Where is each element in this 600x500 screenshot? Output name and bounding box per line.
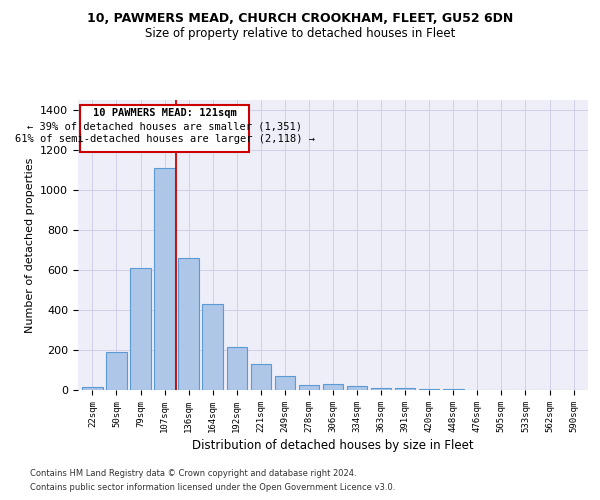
Bar xyxy=(371,388,391,390)
Text: 61% of semi-detached houses are larger (2,118) →: 61% of semi-detached houses are larger (… xyxy=(14,134,314,144)
Bar xyxy=(227,347,247,390)
FancyBboxPatch shape xyxy=(80,105,249,152)
X-axis label: Distribution of detached houses by size in Fleet: Distribution of detached houses by size … xyxy=(192,439,474,452)
Y-axis label: Number of detached properties: Number of detached properties xyxy=(25,158,35,332)
Bar xyxy=(275,376,295,390)
Bar xyxy=(323,384,343,390)
Bar xyxy=(106,352,127,390)
Text: Contains HM Land Registry data © Crown copyright and database right 2024.: Contains HM Land Registry data © Crown c… xyxy=(30,468,356,477)
Bar xyxy=(82,387,103,390)
Bar xyxy=(299,385,319,390)
Bar xyxy=(178,258,199,390)
Bar xyxy=(347,386,367,390)
Bar xyxy=(395,388,415,390)
Bar xyxy=(251,364,271,390)
Text: 10 PAWMERS MEAD: 121sqm: 10 PAWMERS MEAD: 121sqm xyxy=(93,108,236,118)
Bar xyxy=(154,168,175,390)
Bar xyxy=(443,389,464,390)
Text: 10, PAWMERS MEAD, CHURCH CROOKHAM, FLEET, GU52 6DN: 10, PAWMERS MEAD, CHURCH CROOKHAM, FLEET… xyxy=(87,12,513,26)
Bar xyxy=(419,389,439,390)
Text: Contains public sector information licensed under the Open Government Licence v3: Contains public sector information licen… xyxy=(30,484,395,492)
Text: ← 39% of detached houses are smaller (1,351): ← 39% of detached houses are smaller (1,… xyxy=(27,121,302,131)
Bar xyxy=(202,304,223,390)
Bar xyxy=(130,268,151,390)
Text: Size of property relative to detached houses in Fleet: Size of property relative to detached ho… xyxy=(145,28,455,40)
